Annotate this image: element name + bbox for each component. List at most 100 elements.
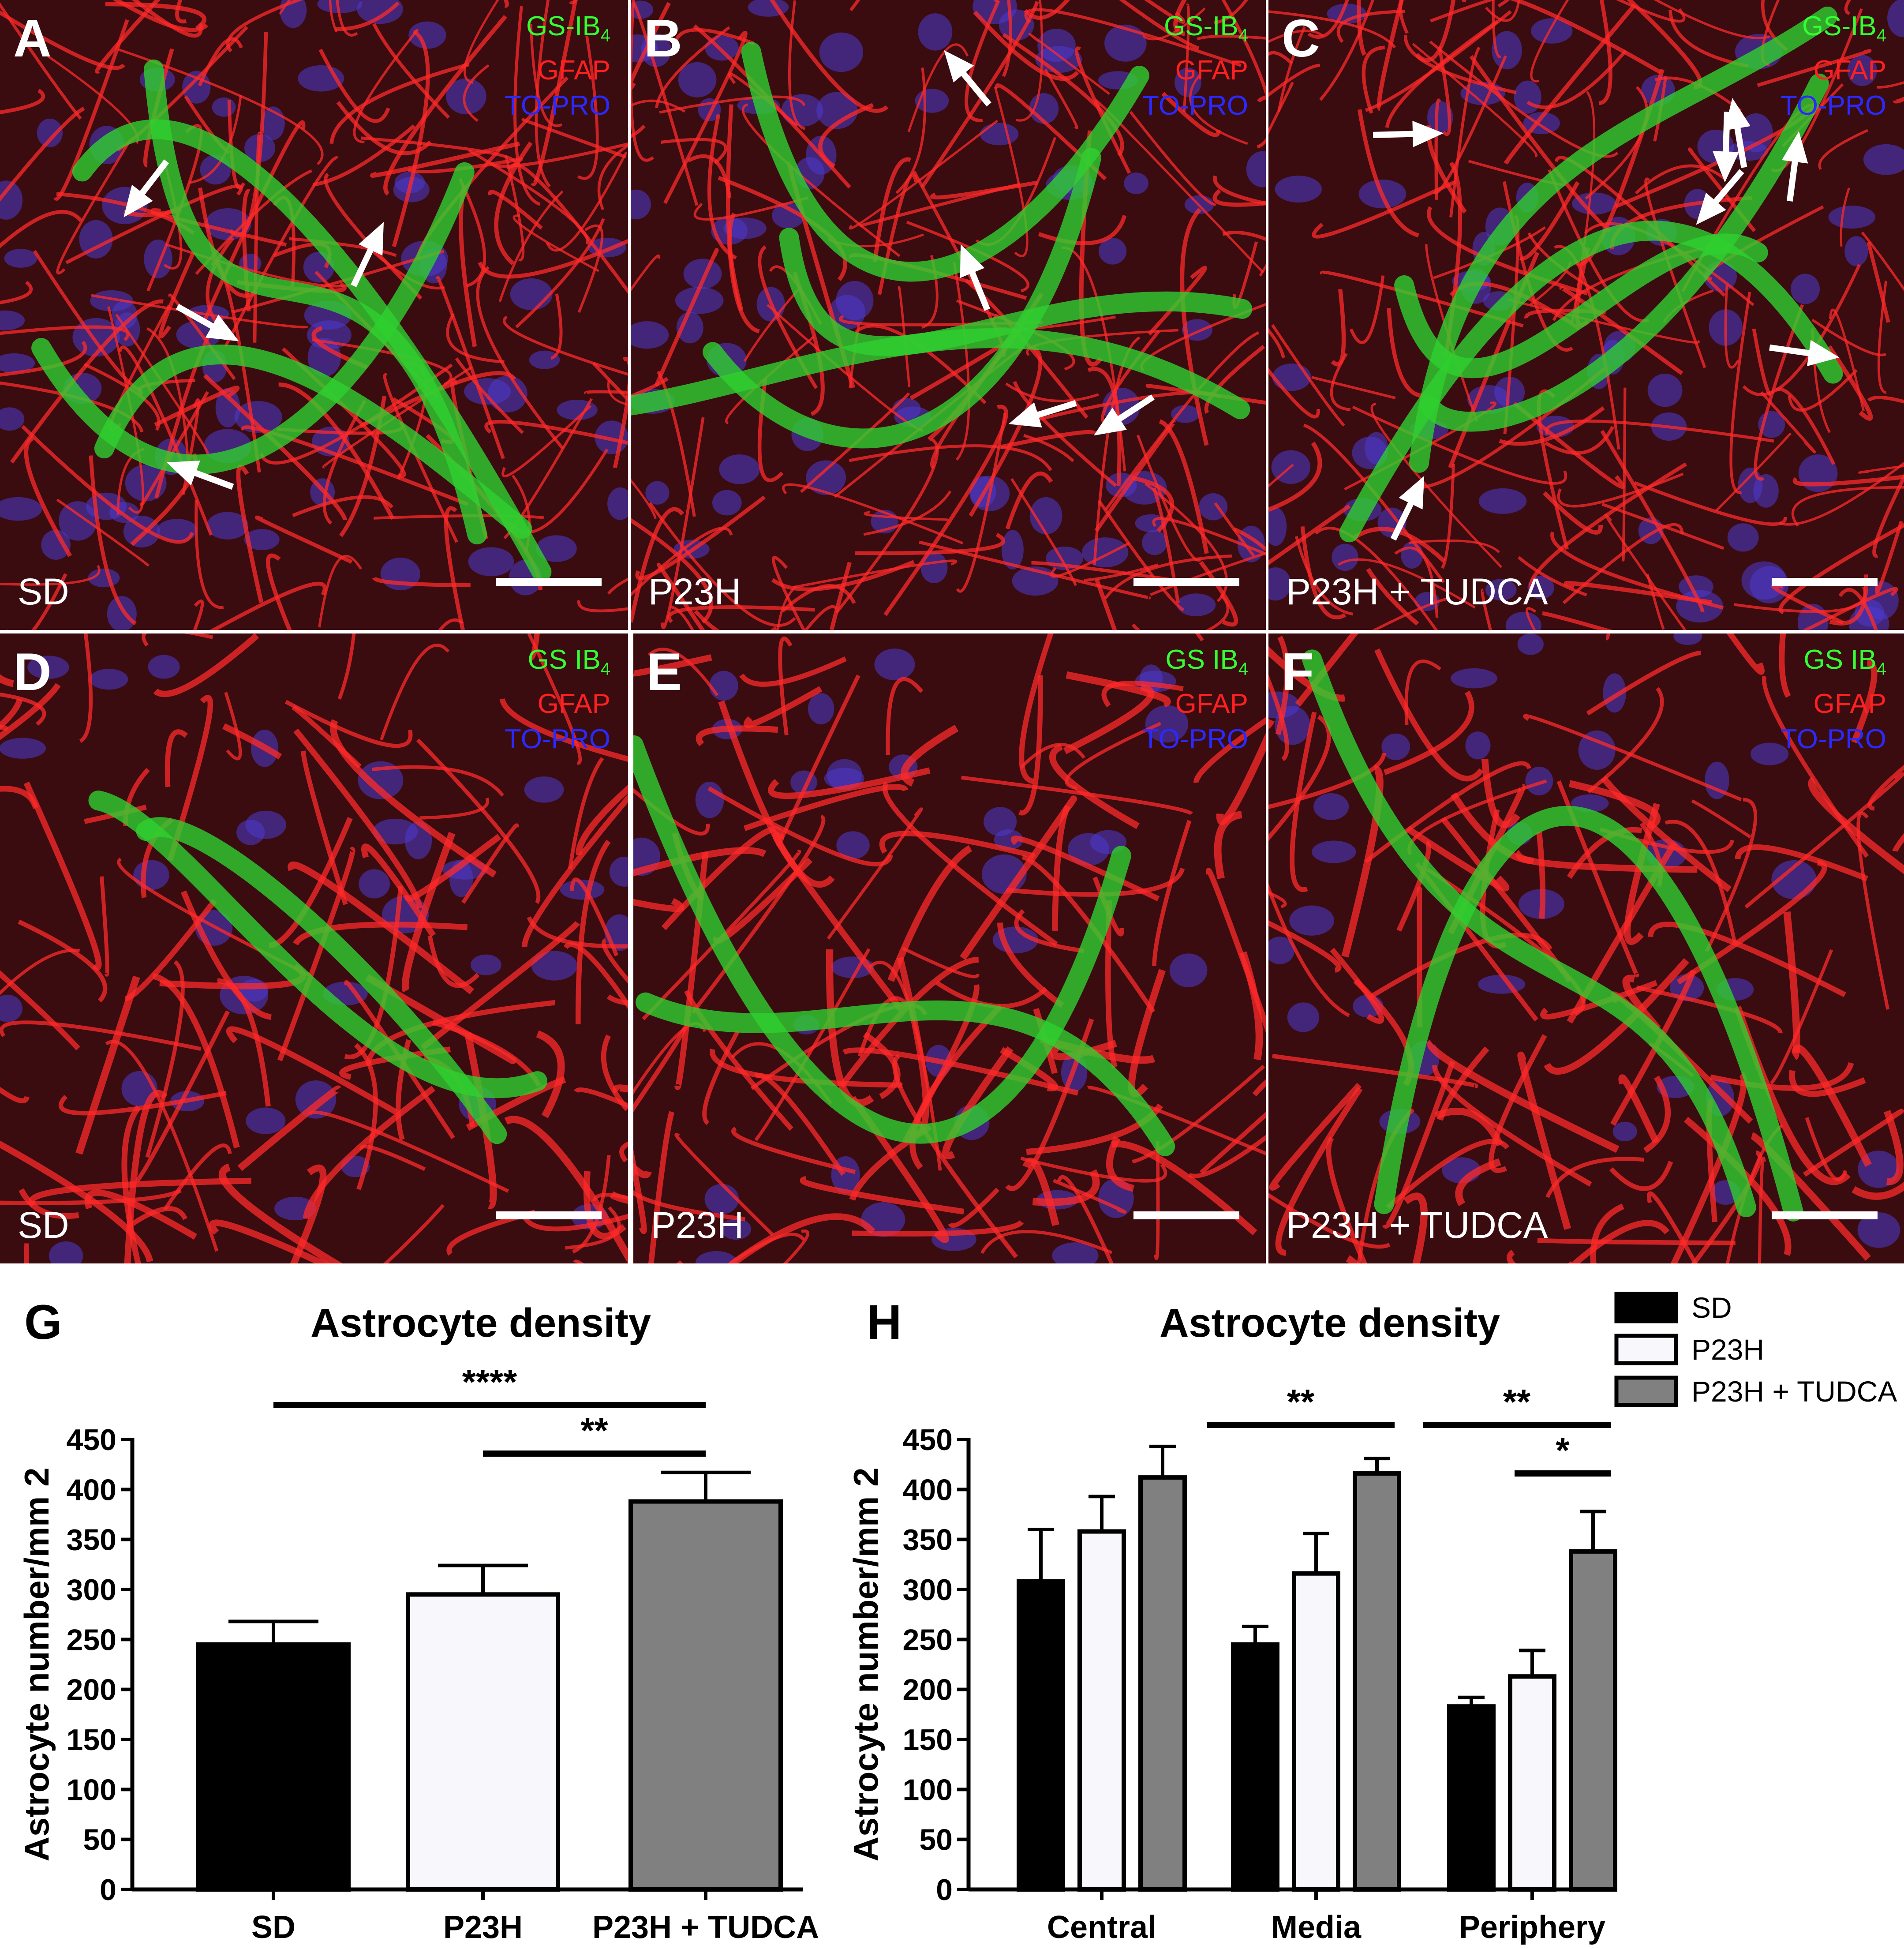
- astrocyte-fiber: [855, 532, 1006, 555]
- stain-legend: GS-IB4 GFAP TO-PRO: [1781, 9, 1886, 124]
- astrocyte-fiber: [743, 288, 800, 362]
- astrocyte-fiber: [849, 1096, 949, 1244]
- astrocyte-fiber: [1432, 1064, 1592, 1187]
- astrocyte-fiber: [0, 2, 82, 120]
- chart-title: Astrocyte density: [310, 1301, 651, 1346]
- astrocyte-fiber: [859, 183, 1021, 228]
- nucleus: [317, 0, 363, 13]
- astrocyte-fiber: [303, 1086, 436, 1219]
- nucleus: [280, 0, 307, 28]
- y-tick-label: 200: [67, 1673, 116, 1707]
- astrocyte-fiber: [361, 843, 436, 937]
- astrocyte-fiber: [1758, 1156, 1766, 1263]
- stain-gfap: GFAP: [1813, 689, 1886, 720]
- micrograph-image: [0, 633, 628, 1263]
- nucleus: [806, 460, 846, 495]
- astrocyte-fiber: [568, 757, 604, 870]
- astrocyte-fiber: [663, 30, 748, 204]
- nucleus: [1527, 576, 1554, 600]
- arrow-head: [358, 222, 384, 256]
- astrocyte-fiber: [1014, 909, 1085, 953]
- astrocyte-fiber: [661, 138, 728, 165]
- condition-label: P23H: [651, 1204, 744, 1246]
- arrow-head: [1008, 402, 1042, 427]
- astrocyte-fiber: [1159, 419, 1209, 554]
- vessel: [72, 119, 552, 582]
- astrocyte-fiber: [758, 245, 818, 389]
- condition-label: P23H + TUDCA: [1286, 1204, 1548, 1246]
- astrocyte-fiber: [696, 725, 778, 746]
- condition-label: SD: [18, 571, 69, 612]
- nucleus: [1124, 172, 1148, 195]
- astrocyte-fiber: [193, 600, 204, 630]
- astrocyte-fiber: [124, 1090, 168, 1263]
- astrocyte-fiber: [0, 89, 45, 115]
- nucleus: [446, 78, 486, 115]
- astrocyte-fiber: [1676, 860, 1827, 985]
- panel-label: D: [13, 642, 52, 701]
- astrocyte-fiber: [1105, 900, 1118, 1068]
- astrocyte-fiber: [1006, 867, 1185, 897]
- astrocyte-fiber: [1252, 1079, 1266, 1097]
- nucleus: [1199, 493, 1228, 521]
- astrocyte-fiber: [292, 495, 393, 517]
- condition-label: P23H: [648, 571, 741, 612]
- astrocyte-fiber: [1268, 367, 1320, 419]
- astrocyte-fiber: [1427, 1039, 1620, 1153]
- chart-g: G Astrocyte density Astrocyte number/mm 2 0…: [0, 1279, 838, 1945]
- astrocyte-fiber: [1269, 1083, 1362, 1191]
- astrocyte-fiber: [693, 196, 809, 221]
- vessel: [94, 345, 532, 539]
- astrocyte-fiber: [359, 1144, 426, 1171]
- vessel-layer: [1302, 649, 1803, 1222]
- astrocyte-fiber: [1526, 49, 1627, 109]
- astrocyte-fiber: [464, 0, 499, 84]
- stain-gs-ib4-sub: 4: [1238, 26, 1248, 45]
- astrocyte-fiber: [438, 618, 464, 630]
- astrocyte-fiber: [546, 151, 628, 252]
- astrocyte-fiber: [0, 692, 46, 726]
- astrocyte-fiber: [312, 338, 453, 386]
- nucleus: [678, 62, 717, 97]
- astrocyte-fiber: [353, 28, 419, 144]
- nucleus: [206, 512, 249, 540]
- astrocyte-fiber: [165, 729, 188, 787]
- astrocyte-fiber: [1542, 491, 1603, 535]
- astrocyte-fiber: [1542, 611, 1612, 630]
- astrocyte-fiber: [1050, 1040, 1117, 1061]
- astrocyte-fiber: [948, 1188, 1000, 1228]
- astrocyte-fiber: [576, 784, 628, 855]
- astrocyte-fiber: [504, 154, 525, 262]
- astrocyte-fiber: [1221, 0, 1266, 149]
- astrocyte-fiber: [145, 960, 185, 1158]
- astrocyte-fiber: [175, 0, 187, 24]
- astrocyte-fiber: [501, 405, 592, 478]
- astrocyte-fiber: [154, 386, 240, 427]
- astrocyte-fiber: [1214, 0, 1249, 25]
- astrocyte-fiber: [1193, 717, 1266, 783]
- nucleus: [721, 1218, 752, 1240]
- astrocyte-fiber: [1757, 49, 1872, 87]
- stain-to-pro: TO-PRO: [1781, 724, 1886, 755]
- nucleus: [645, 481, 670, 505]
- scale-bar: [1133, 1211, 1239, 1219]
- astrocyte-fiber: [18, 919, 108, 1003]
- astrocyte-fiber: [960, 795, 1077, 960]
- y-tick-label: 100: [67, 1773, 116, 1807]
- astrocyte-fiber: [1188, 1135, 1266, 1178]
- astrocyte-fiber: [725, 335, 815, 424]
- legend-swatch: [1614, 1334, 1678, 1365]
- nucleus: [631, 189, 651, 220]
- arrow-head: [960, 244, 985, 278]
- arrow-head: [1399, 476, 1425, 510]
- astrocyte-fiber: [279, 0, 291, 15]
- stain-to-pro: TO-PRO: [505, 724, 610, 755]
- astrocyte-fiber: [29, 1177, 251, 1207]
- astrocyte-fiber: [1005, 1018, 1094, 1191]
- astrocyte-fiber: [648, 1111, 675, 1263]
- nucleus: [1485, 579, 1517, 601]
- astrocyte-fiber: [218, 1163, 343, 1263]
- astrocyte-fiber: [607, 380, 628, 406]
- arrow-icon: [176, 304, 239, 341]
- astrocyte-fiber: [744, 784, 909, 831]
